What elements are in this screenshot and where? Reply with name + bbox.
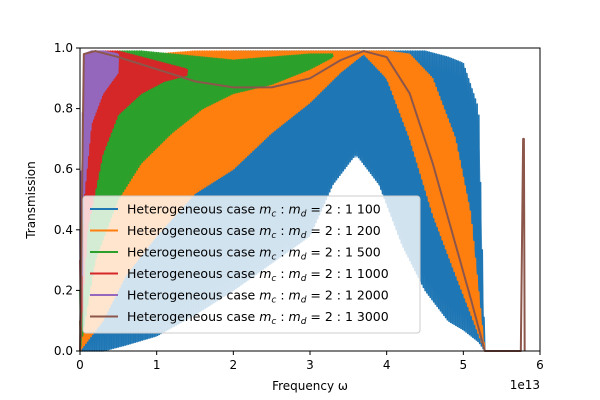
series-band-5 (80, 51, 119, 351)
legend-entry: Heterogeneous case mc : md = 2 : 1 100 (90, 202, 381, 220)
x-tick-label: 6 (536, 358, 544, 372)
legend-entry: Heterogeneous case mc : md = 2 : 1 1000 (90, 266, 389, 284)
x-axis-offset-label: 1e13 (510, 378, 540, 392)
x-tick-label: 0 (76, 358, 84, 372)
legend-label: Heterogeneous case mc : md = 2 : 1 500 (127, 245, 381, 263)
x-tick-label: 1 (153, 358, 161, 372)
y-tick-label: 0.2 (54, 283, 73, 297)
x-tick-label: 2 (230, 358, 238, 372)
series-3 (79, 50, 334, 351)
series-band-4 (80, 51, 188, 351)
series-band-3 (80, 51, 333, 351)
y-tick-label: 0.0 (54, 344, 73, 358)
legend-frame (82, 195, 421, 334)
x-axis-label: Frequency ω (272, 379, 348, 393)
y-tick-label: 0.6 (54, 162, 73, 176)
x-tick-label: 4 (383, 358, 391, 372)
legend-entry: Heterogeneous case mc : md = 2 : 1 200 (90, 223, 381, 241)
y-axis-label: Transmission (24, 161, 38, 240)
legend-label: Heterogeneous case mc : md = 2 : 1 1000 (127, 266, 389, 284)
legend-label: Heterogeneous case mc : md = 2 : 1 200 (127, 223, 381, 241)
legend-label: Heterogeneous case mc : md = 2 : 1 3000 (127, 309, 389, 327)
series-4 (79, 50, 189, 351)
legend-label: Heterogeneous case mc : md = 2 : 1 2000 (127, 288, 389, 306)
legend-label: Heterogeneous case mc : md = 2 : 1 100 (127, 202, 381, 220)
x-axis-ticks: 0 1 2 3 4 5 6 (76, 351, 544, 372)
x-tick-label: 5 (460, 358, 468, 372)
y-tick-label: 0.8 (54, 102, 73, 116)
legend-entry: Heterogeneous case mc : md = 2 : 1 3000 (90, 309, 389, 327)
legend: Heterogeneous case mc : md = 2 : 1 100 He… (82, 195, 421, 334)
y-axis-ticks: 0.0 0.2 0.4 0.6 0.8 1.0 (54, 41, 80, 358)
x-tick-label: 3 (306, 358, 314, 372)
legend-entry: Heterogeneous case mc : md = 2 : 1 500 (90, 245, 381, 263)
legend-entry: Heterogeneous case mc : md = 2 : 1 2000 (90, 288, 389, 306)
y-tick-label: 0.4 (54, 223, 73, 237)
y-tick-label: 1.0 (54, 41, 73, 55)
